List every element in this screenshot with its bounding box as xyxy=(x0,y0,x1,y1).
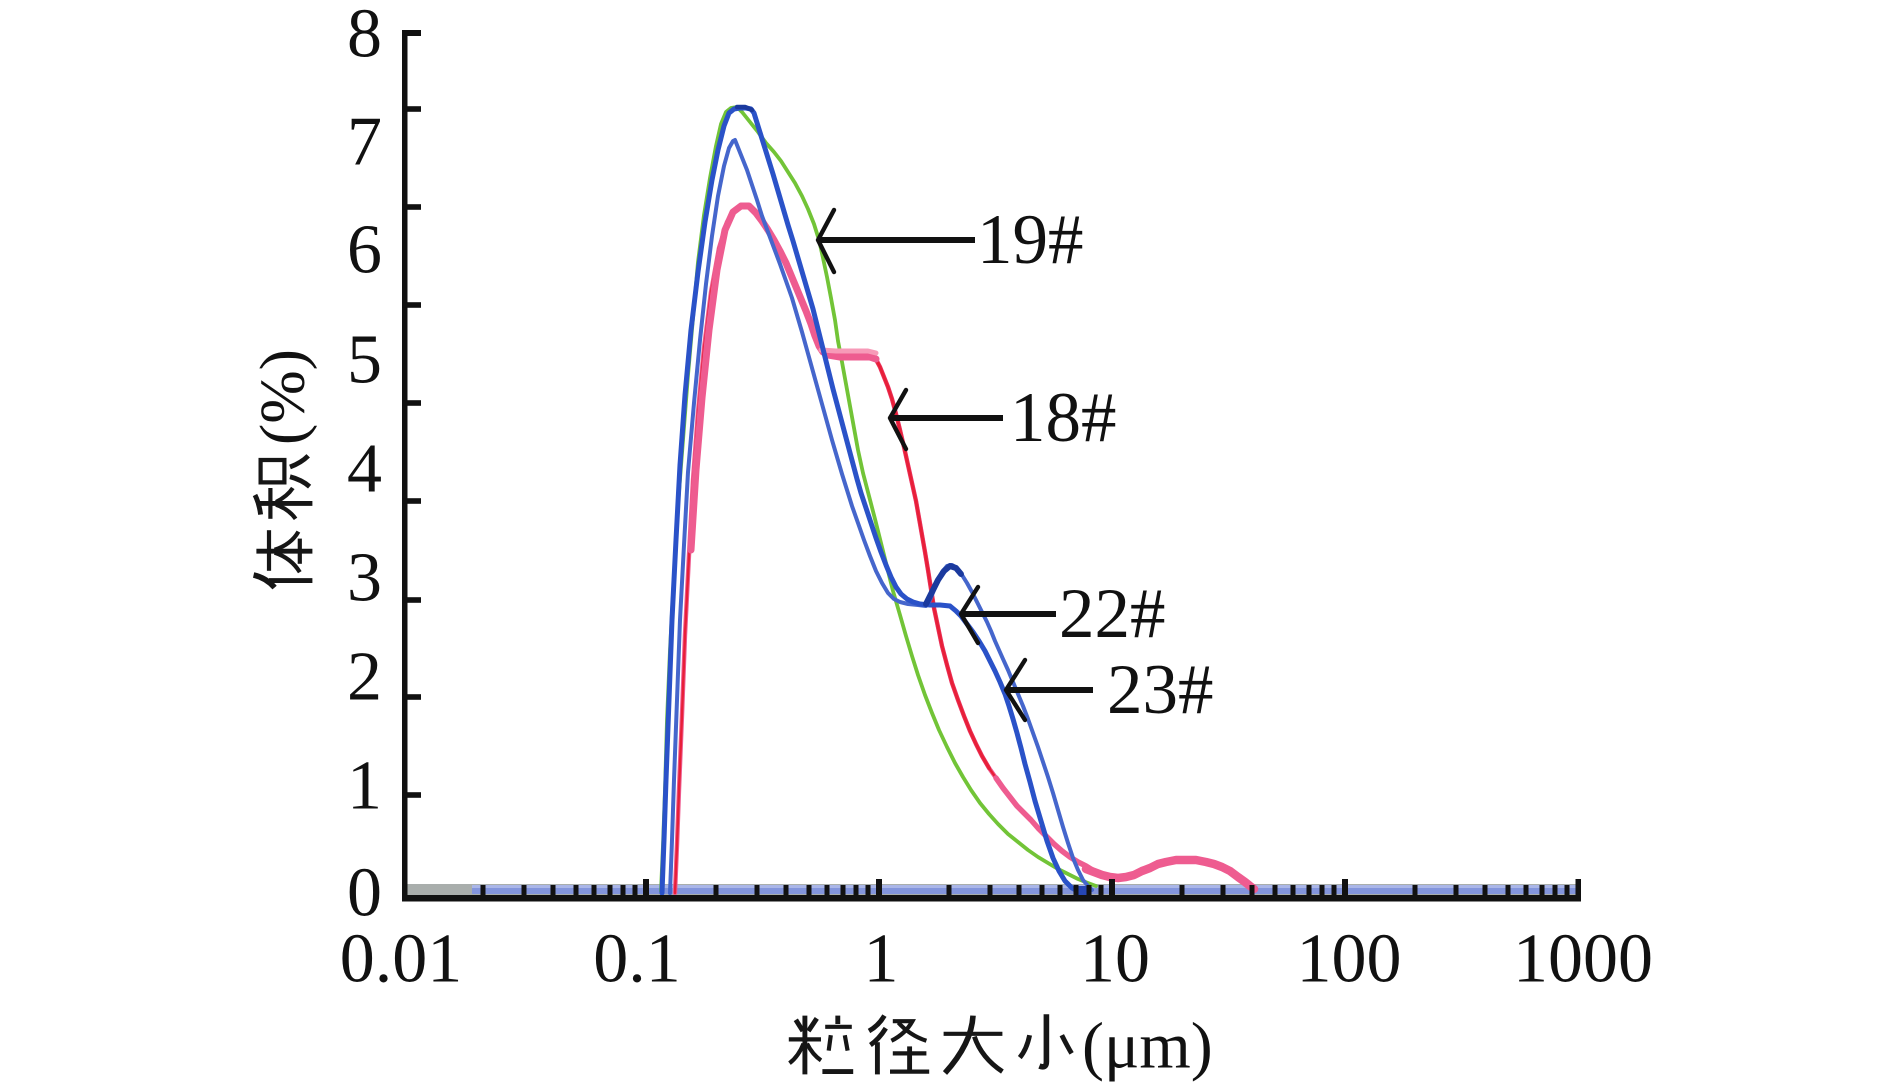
svg-text:19#: 19# xyxy=(977,201,1084,279)
svg-text:(%): (%) xyxy=(247,349,318,445)
svg-text:0: 0 xyxy=(347,855,382,932)
svg-text:8: 8 xyxy=(347,0,382,73)
svg-text:7: 7 xyxy=(347,104,382,181)
svg-text:3: 3 xyxy=(347,540,382,617)
svg-text:0.1: 0.1 xyxy=(593,921,681,998)
svg-text:(μm): (μm) xyxy=(1082,1010,1213,1083)
svg-text:1000: 1000 xyxy=(1513,921,1653,998)
svg-text:100: 100 xyxy=(1297,921,1402,998)
svg-text:0.01: 0.01 xyxy=(340,921,463,998)
svg-text:10: 10 xyxy=(1080,921,1150,998)
svg-text:23#: 23# xyxy=(1107,651,1214,729)
svg-text:6: 6 xyxy=(347,212,382,289)
svg-text:5: 5 xyxy=(347,322,382,399)
svg-text:22#: 22# xyxy=(1059,575,1166,653)
svg-text:18#: 18# xyxy=(1010,379,1117,457)
svg-text:1: 1 xyxy=(347,748,382,825)
svg-text:4: 4 xyxy=(347,431,382,508)
svg-text:2: 2 xyxy=(347,639,382,716)
svg-text:1: 1 xyxy=(864,921,899,998)
